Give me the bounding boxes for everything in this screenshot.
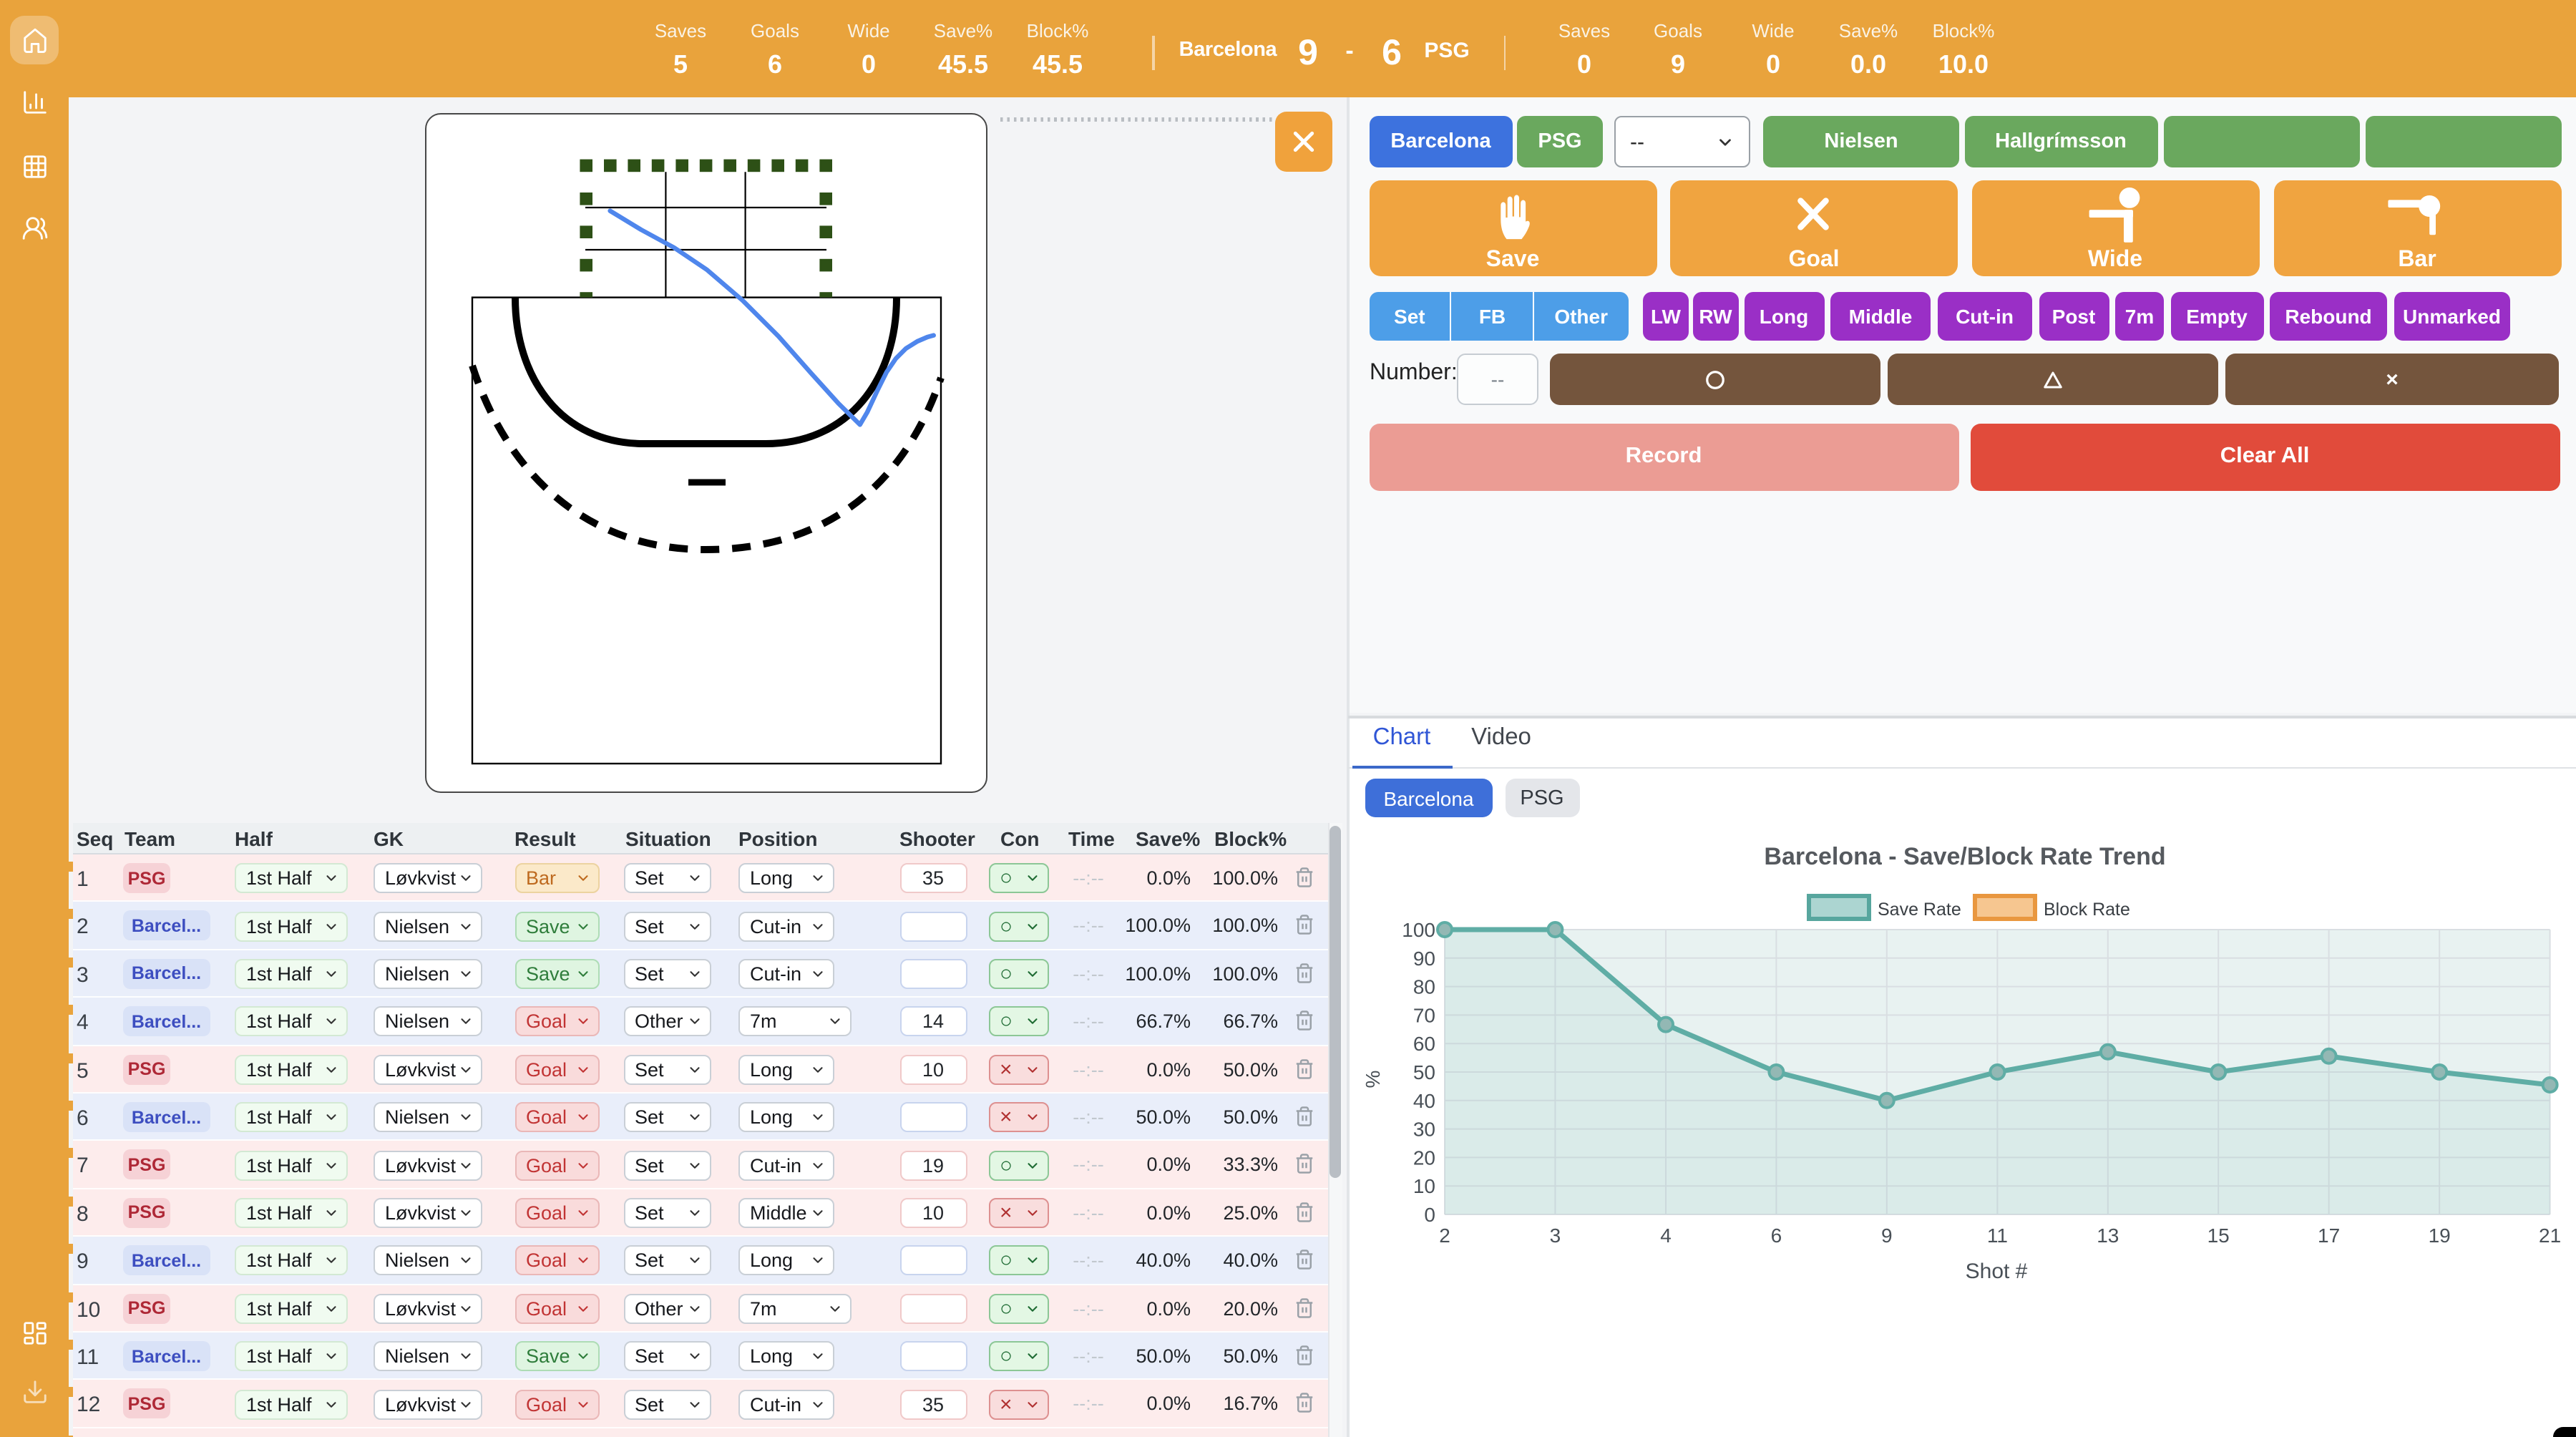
svg-text:40: 40 <box>1413 1090 1435 1112</box>
svg-text:10: 10 <box>1413 1175 1435 1197</box>
svg-text:4: 4 <box>1660 1224 1672 1247</box>
svg-text:20: 20 <box>1413 1146 1435 1169</box>
svg-text:19: 19 <box>2429 1224 2451 1247</box>
svg-text:70: 70 <box>1413 1004 1435 1026</box>
svg-text:30: 30 <box>1413 1119 1435 1141</box>
svg-text:9: 9 <box>1881 1224 1893 1247</box>
svg-text:6: 6 <box>1771 1224 1782 1247</box>
svg-text:21: 21 <box>2539 1224 2561 1247</box>
svg-text:13: 13 <box>2097 1224 2119 1247</box>
svg-text:Barcelona - Save/Block Rate Tr: Barcelona - Save/Block Rate Trend <box>1764 843 2165 870</box>
svg-text:Save Rate: Save Rate <box>1878 900 1961 920</box>
svg-text:15: 15 <box>2207 1224 2230 1247</box>
svg-text:90: 90 <box>1413 948 1435 970</box>
svg-text:100: 100 <box>1402 919 1435 941</box>
svg-text:Shot #: Shot # <box>1966 1260 2028 1283</box>
svg-text:17: 17 <box>2318 1224 2340 1247</box>
svg-text:2: 2 <box>1439 1224 1450 1247</box>
svg-text:%: % <box>1362 1071 1384 1088</box>
svg-text:3: 3 <box>1550 1224 1561 1247</box>
svg-text:50: 50 <box>1413 1061 1435 1083</box>
svg-text:11: 11 <box>1987 1224 2008 1247</box>
svg-text:Block Rate: Block Rate <box>2044 900 2130 920</box>
svg-text:80: 80 <box>1413 976 1435 998</box>
svg-text:0: 0 <box>1424 1204 1435 1226</box>
svg-text:60: 60 <box>1413 1033 1435 1055</box>
